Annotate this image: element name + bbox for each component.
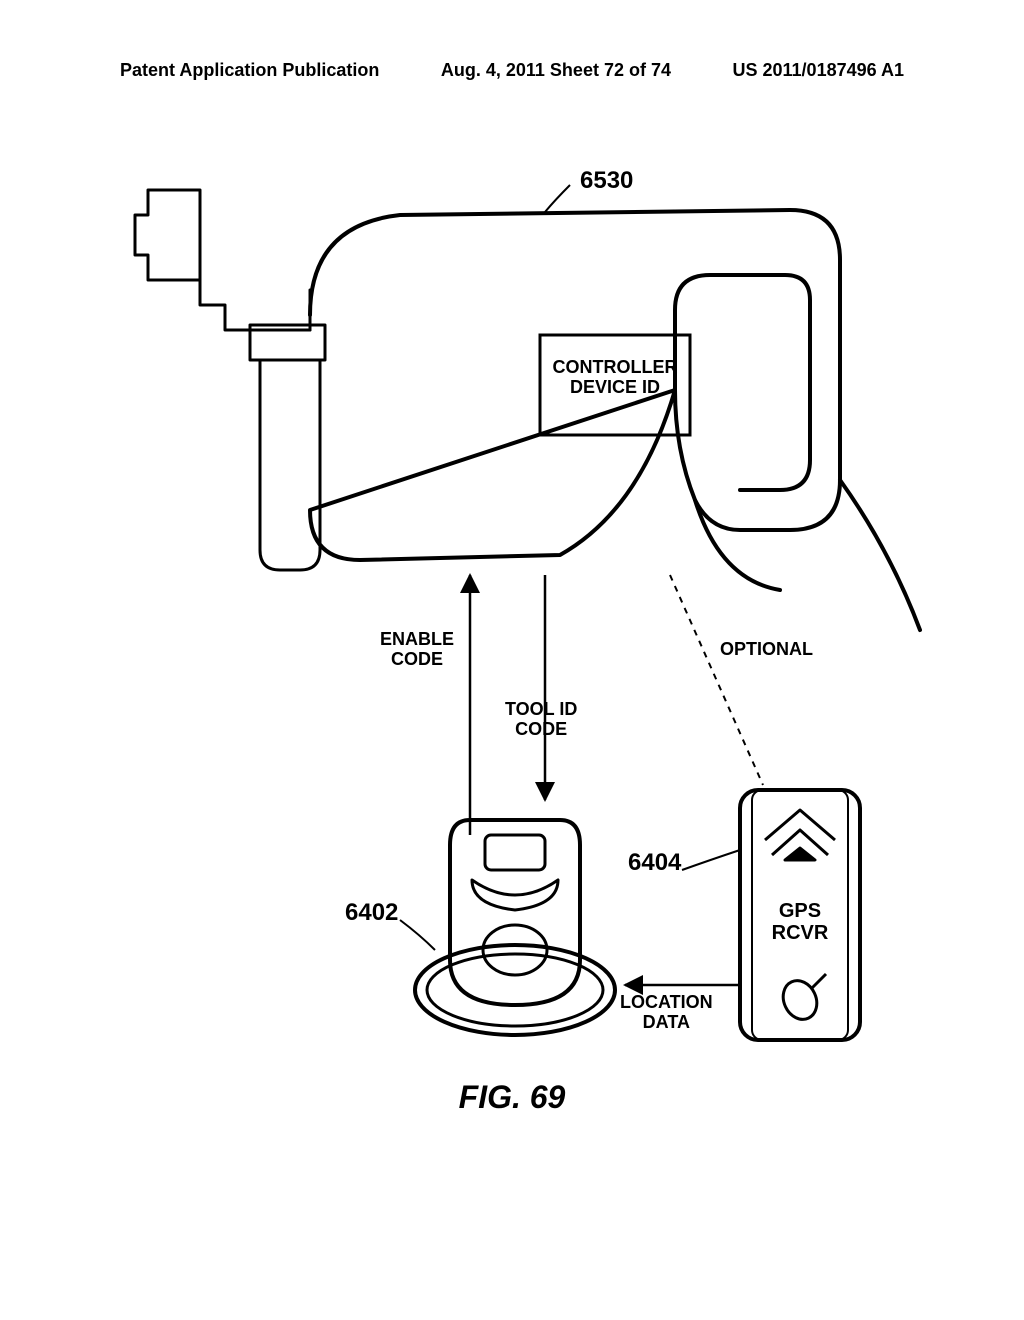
controller-line1: CONTROLLER	[553, 357, 678, 377]
gps-label: GPS RCVR	[768, 900, 832, 944]
controller-line2: DEVICE ID	[570, 377, 660, 397]
key-fob	[415, 820, 615, 1035]
leader-6530	[545, 185, 570, 212]
header-center: Aug. 4, 2011 Sheet 72 of 74	[441, 60, 671, 81]
power-tool	[135, 190, 920, 630]
loc-line1: LOCATION	[620, 992, 713, 1012]
enable-line2: CODE	[391, 649, 443, 669]
figure-caption: FIG. 69	[100, 1080, 924, 1115]
loc-line2: DATA	[643, 1012, 690, 1032]
toolid-line2: CODE	[515, 719, 567, 739]
leader-6404	[682, 850, 740, 870]
page-header: Patent Application Publication Aug. 4, 2…	[0, 60, 1024, 81]
enable-code-label: ENABLE CODE	[380, 630, 454, 670]
patent-drawing	[100, 160, 924, 1160]
location-data-label: LOCATION DATA	[620, 993, 713, 1033]
ref-6402: 6402	[345, 900, 398, 926]
header-right: US 2011/0187496 A1	[733, 60, 904, 81]
controller-label: CONTROLLER DEVICE ID	[552, 358, 678, 398]
ref-6404: 6404	[628, 850, 681, 876]
gps-line1: GPS	[779, 900, 821, 922]
toolid-line1: TOOL ID	[505, 699, 577, 719]
toolid-label: TOOL ID CODE	[505, 700, 577, 740]
ref-6530: 6530	[580, 168, 633, 194]
optional-label: OPTIONAL	[720, 640, 813, 660]
figure-area: 6530 CONTROLLER DEVICE ID ENABLE CODE TO…	[100, 160, 924, 1160]
header-left: Patent Application Publication	[120, 60, 379, 81]
enable-line1: ENABLE	[380, 629, 454, 649]
gps-line2: RCVR	[772, 922, 829, 944]
leader-6402	[400, 920, 435, 950]
line-optional	[670, 575, 763, 785]
